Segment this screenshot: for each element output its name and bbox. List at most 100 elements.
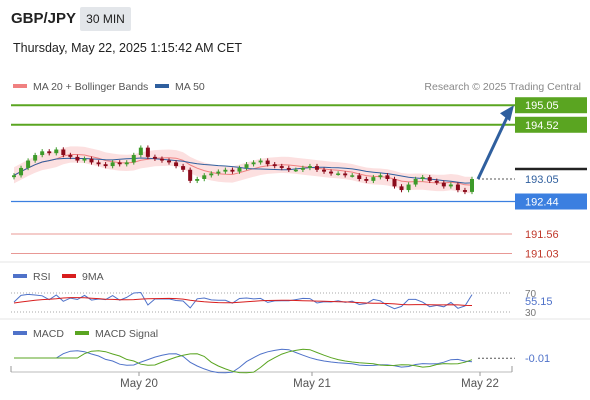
x-axis-label: May 21 <box>293 378 331 390</box>
candle-body <box>195 179 200 181</box>
candle-body <box>75 156 80 161</box>
candle-body <box>385 175 390 179</box>
macd-signal-legend-swatch <box>75 331 89 335</box>
candle-body <box>322 169 327 172</box>
candle-body <box>357 175 362 179</box>
rsi-ma-legend-swatch <box>62 274 76 278</box>
candle-body <box>364 179 369 181</box>
candle-body <box>202 175 207 179</box>
candle-body <box>117 162 122 165</box>
candle-body <box>152 156 157 159</box>
candle-body <box>26 160 31 168</box>
macd-signal-legend-label: MACD Signal <box>95 328 158 340</box>
candle-body <box>159 158 164 161</box>
candle-body <box>54 149 59 154</box>
candle-body <box>61 149 66 156</box>
rsi-legend-swatch <box>13 274 27 278</box>
candle-body <box>462 190 467 192</box>
candle-body <box>343 173 348 176</box>
extra-support-label: 191.03 <box>525 249 559 261</box>
candle-body <box>293 169 298 172</box>
rsi-level-30: 30 <box>525 308 537 319</box>
candle-body <box>138 147 143 156</box>
x-axis-label: May 20 <box>120 378 158 390</box>
symbol-title: GBP/JPY <box>11 10 77 27</box>
bollinger-band-area <box>14 146 472 194</box>
resistance-label-box <box>515 97 587 114</box>
candle-body <box>47 151 52 154</box>
credit-text: Research © 2025 Trading Central <box>424 81 581 93</box>
candle-body <box>455 184 460 191</box>
candle-body <box>265 160 270 165</box>
support-label: 192.44 <box>525 197 559 209</box>
candle-body <box>33 155 38 161</box>
rsi-legend-label: RSI <box>33 271 51 283</box>
candle-body <box>307 166 312 168</box>
ma20-legend-swatch <box>13 84 27 88</box>
macd-current-value: -0.01 <box>525 353 550 365</box>
support-label-box <box>515 193 587 210</box>
candle-body <box>399 186 404 191</box>
candle-body <box>223 169 228 172</box>
macd-signal-line <box>14 348 473 374</box>
candle-body <box>230 169 235 172</box>
candle-body <box>110 162 115 167</box>
candle-body <box>209 173 214 176</box>
candle-body <box>68 155 73 157</box>
candle-body <box>378 175 383 178</box>
rsi-ma-legend-label: 9MA <box>82 271 104 283</box>
ma50-legend-swatch <box>155 84 169 88</box>
rsi-line <box>13 291 473 310</box>
chart-header: GBP/JPY 30 MIN <box>0 0 590 36</box>
candle-body <box>470 179 474 192</box>
candle-body <box>188 169 193 181</box>
candle-body <box>167 160 172 163</box>
candle-body <box>103 164 108 167</box>
candle-body <box>82 158 87 161</box>
candle-body <box>181 166 186 170</box>
resistance-label-box <box>515 116 587 133</box>
candle-body <box>244 164 249 168</box>
candle-body <box>286 167 291 170</box>
rsi-current-value: 55.15 <box>525 296 553 308</box>
candle-body <box>336 173 341 175</box>
macd-legend-label: MACD <box>33 328 64 340</box>
candle-body <box>258 160 263 163</box>
candle-body <box>272 164 277 167</box>
candle-body <box>448 184 453 187</box>
candle-body <box>420 177 425 179</box>
forecast-arrow-head <box>500 105 514 122</box>
rsi-level-70: 70 <box>525 289 537 300</box>
candle-body <box>350 175 355 177</box>
candle-body <box>237 167 242 172</box>
macd-legend-swatch <box>13 331 27 335</box>
forecast-arrow-shaft <box>476 114 510 180</box>
candle-body <box>279 166 284 168</box>
candle-body <box>251 162 256 165</box>
candle-body <box>216 171 221 174</box>
candle-body <box>434 180 439 183</box>
candle-body <box>329 171 334 174</box>
timeframe-badge[interactable]: 30 MIN <box>80 7 131 31</box>
datetime-text: Thursday, May 22, 2025 1:15:42 AM CET <box>13 41 243 55</box>
rsi-ma-line <box>13 297 473 306</box>
candle-body <box>300 167 305 170</box>
candle-body <box>371 177 376 181</box>
candle-body <box>392 179 397 187</box>
candle-body <box>89 158 94 163</box>
macd-line <box>14 348 473 374</box>
candle-body <box>145 147 150 157</box>
candle-body <box>413 179 418 185</box>
x-axis-label: May 22 <box>461 378 499 390</box>
candle-body <box>19 167 24 176</box>
candle-body <box>314 166 319 170</box>
current-price-label: 193.05 <box>525 174 559 186</box>
candle-body <box>124 162 129 165</box>
candle-body <box>441 182 446 187</box>
extra-support-label: 191.56 <box>525 229 559 241</box>
candle-body <box>96 162 101 165</box>
candle-body <box>406 184 411 191</box>
candle-body <box>174 162 179 167</box>
ma20-legend-label: MA 20 + Bollinger Bands <box>33 81 148 93</box>
